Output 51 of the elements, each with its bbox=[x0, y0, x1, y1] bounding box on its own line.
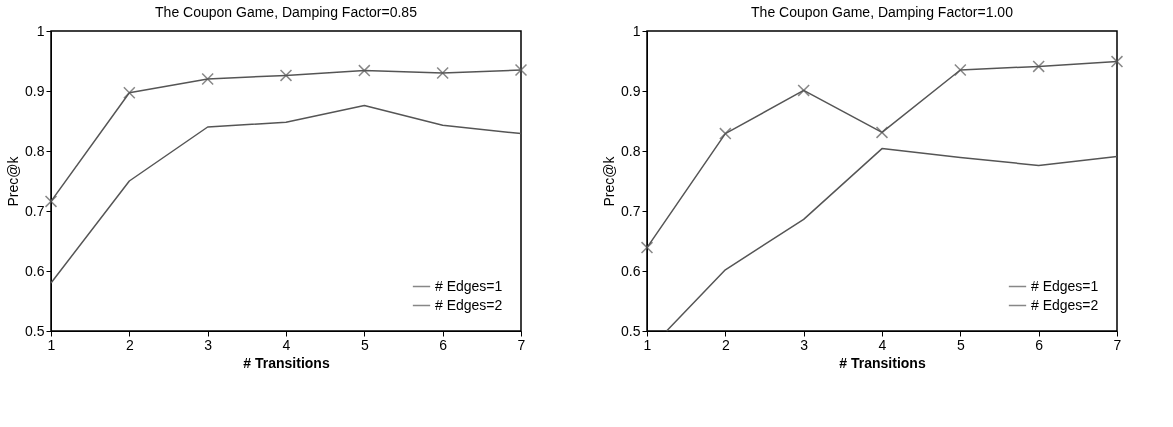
legend-label: # Edges=1 bbox=[435, 277, 503, 294]
point bbox=[1110, 55, 1124, 68]
line-series bbox=[665, 147, 1118, 332]
y-tick-label: 0.5 bbox=[25, 322, 45, 339]
y-tick-label: 0.7 bbox=[25, 202, 45, 219]
y-tick-label: 0.6 bbox=[621, 262, 641, 279]
x-tick-label: 7 bbox=[1113, 336, 1122, 353]
y-tick-label: 0.9 bbox=[621, 82, 641, 99]
point bbox=[201, 72, 214, 86]
point bbox=[954, 63, 967, 77]
x-tick-label: 5 bbox=[956, 336, 965, 353]
legend-label: # Edges=2 bbox=[1031, 296, 1099, 313]
y-tick-label: 0.9 bbox=[25, 82, 45, 99]
y-tick-label: 0.5 bbox=[621, 322, 641, 339]
y-tick-label: 0.8 bbox=[621, 142, 641, 159]
x-axis-title: # Transitions bbox=[839, 354, 926, 371]
x-tick-label: 4 bbox=[878, 336, 887, 353]
point bbox=[44, 195, 58, 208]
x-tick-label: 2 bbox=[125, 336, 134, 353]
legend-label: # Edges=2 bbox=[435, 296, 503, 313]
point bbox=[436, 66, 449, 80]
x-tick-label: 1 bbox=[643, 336, 652, 353]
chart-title: The Coupon Game, Damping Factor=0.85 bbox=[155, 4, 418, 20]
x-tick-label: 6 bbox=[1035, 336, 1044, 353]
y-axis-title: Prec@k bbox=[601, 155, 618, 207]
point bbox=[1032, 60, 1045, 73]
x-tick-label: 4 bbox=[282, 336, 291, 353]
x-tick-label: 2 bbox=[721, 336, 730, 353]
point bbox=[719, 127, 732, 140]
y-axis-title: Prec@k bbox=[5, 155, 22, 207]
point bbox=[279, 69, 293, 82]
point bbox=[123, 86, 136, 100]
x-tick-label: 1 bbox=[47, 336, 56, 353]
x-axis-title: # Transitions bbox=[243, 354, 330, 371]
y-tick-label: 0.6 bbox=[25, 262, 45, 279]
point bbox=[640, 241, 654, 254]
x-tick-label: 3 bbox=[204, 336, 213, 353]
y-tick-label: 0.7 bbox=[621, 202, 641, 219]
x-tick-label: 3 bbox=[800, 336, 809, 353]
y-tick-label: 0.8 bbox=[25, 142, 45, 159]
x-tick-label: 5 bbox=[360, 336, 369, 353]
point bbox=[358, 64, 371, 77]
y-tick-label: 1 bbox=[632, 22, 641, 39]
x-tick-label: 7 bbox=[517, 336, 526, 353]
point bbox=[875, 126, 889, 139]
legend-label: # Edges=1 bbox=[1031, 277, 1099, 294]
y-tick-label: 1 bbox=[36, 22, 45, 39]
point bbox=[514, 63, 528, 77]
point bbox=[797, 84, 810, 97]
x-tick-label: 6 bbox=[439, 336, 448, 353]
chart-title: The Coupon Game, Damping Factor=1.00 bbox=[751, 4, 1014, 20]
